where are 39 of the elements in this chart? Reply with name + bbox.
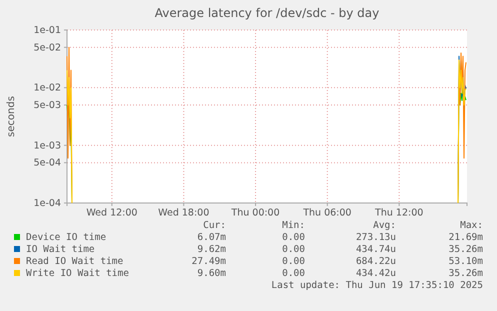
text: Last update: Thu Jun 19 17:35:10 2025	[271, 280, 483, 291]
text: 21.69m	[448, 232, 484, 243]
text: 53.10m	[448, 256, 484, 267]
text: 35.26m	[448, 268, 484, 279]
text: 434.42u	[356, 268, 396, 279]
y-tick-label: 1e-03	[34, 140, 61, 152]
legend-label: IO Wait time	[26, 244, 95, 255]
chart-title: Average latency for /dev/sdc - by day	[154, 6, 380, 20]
text: 9.60m	[197, 268, 226, 279]
x-tick-label: Thu 00:00	[230, 208, 280, 219]
x-tick-label: Thu 06:00	[302, 208, 352, 219]
y-tick-label: 5e-02	[34, 42, 61, 54]
text: 0.00	[282, 268, 306, 279]
text: 434.74u	[356, 244, 396, 255]
y-axis-title: seconds	[6, 96, 17, 137]
y-tick-label: 5e-03	[34, 100, 61, 112]
text: 9.62m	[197, 244, 226, 255]
text: Cur:	[203, 220, 226, 231]
x-tick-label: Wed 18:00	[158, 208, 210, 219]
legend-label: Device IO time	[26, 232, 106, 243]
text: Min:	[282, 220, 305, 231]
text: 27.49m	[192, 256, 226, 267]
y-tick-label: 1e-04	[34, 198, 61, 210]
text: Max:	[460, 220, 483, 231]
text: 0.00	[282, 244, 306, 255]
text: 0.00	[282, 256, 306, 267]
text: Avg:	[373, 220, 396, 231]
text: 273.13u	[356, 232, 396, 243]
y-tick-label: 1e-01	[34, 25, 61, 36]
legend-label: Write IO Wait time	[26, 268, 130, 279]
y-tick-label: 1e-02	[34, 82, 61, 94]
text: 6.07m	[197, 232, 226, 243]
legend-label: Read IO Wait time	[26, 256, 124, 267]
text: 35.26m	[448, 244, 484, 255]
x-tick-label: Thu 12:00	[374, 208, 424, 219]
x-tick-label: Wed 12:00	[86, 208, 138, 219]
text: 684.22u	[356, 256, 396, 267]
y-tick-label: 5e-04	[34, 158, 61, 169]
text: 0.00	[282, 232, 306, 243]
